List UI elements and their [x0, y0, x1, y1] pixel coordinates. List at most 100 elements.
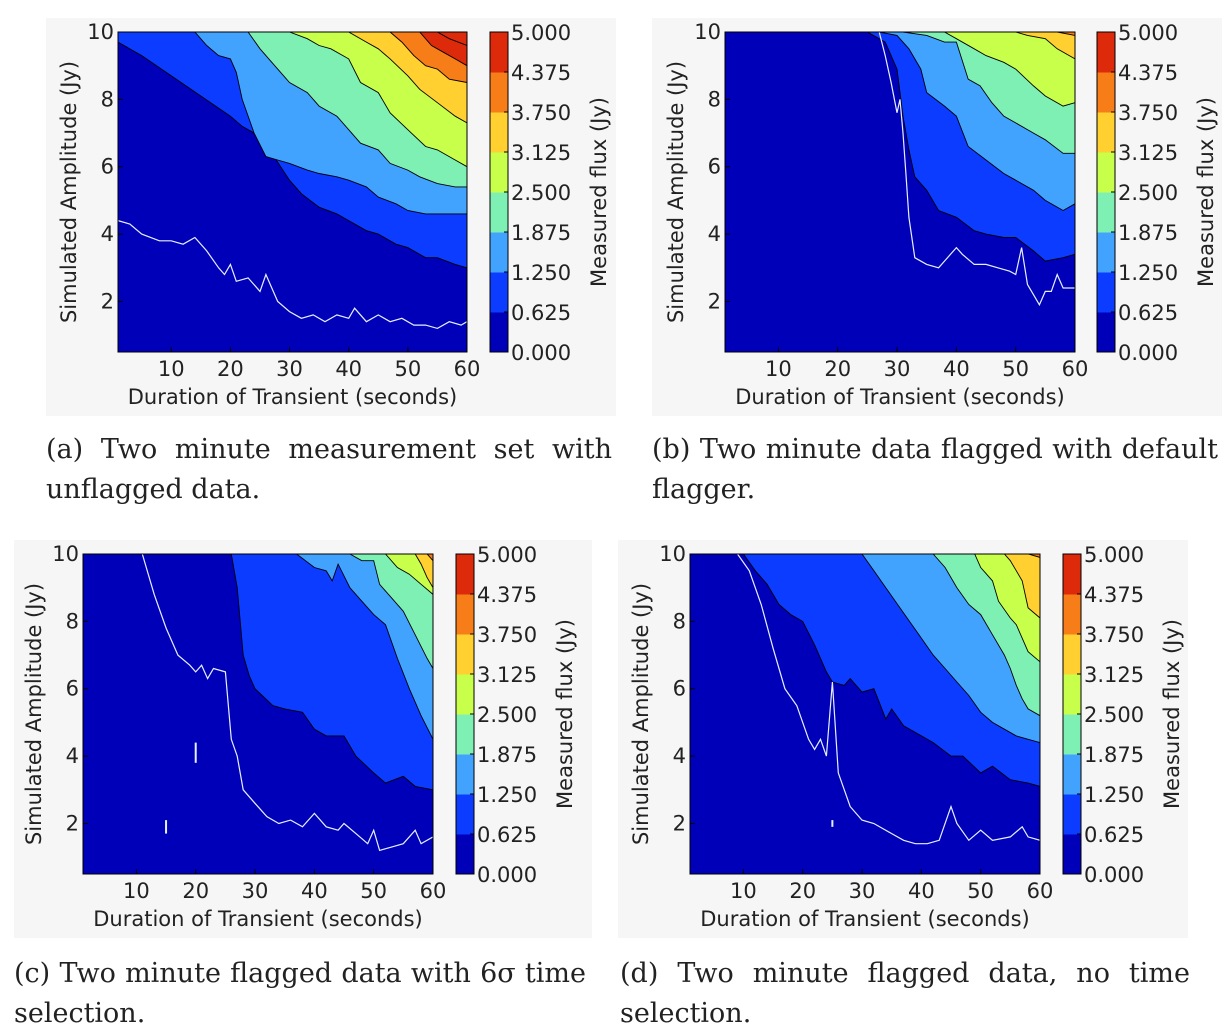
colorbar-tick-label: 1.250 — [511, 261, 571, 285]
colorbar-segment-2 — [1063, 754, 1081, 795]
colorbar-tick-label: 5.000 — [511, 21, 571, 45]
caption-b: (b) Two minute data flagged with default… — [652, 430, 1218, 510]
y-tick-label: 10 — [87, 20, 114, 44]
y-tick-label: 10 — [659, 542, 686, 566]
colorbar-segment-4 — [456, 674, 474, 715]
colorbar-tick-label: 0.000 — [1084, 863, 1144, 887]
fill-level-4 — [944, 32, 1075, 107]
colorbar-label: Measured flux (Jy) — [553, 619, 577, 809]
colorbar-tick-label: 3.750 — [1084, 623, 1144, 647]
colorbar-segment-5 — [1097, 112, 1115, 153]
contour-plot-b: 10 20 30 40 50 60 2 4 6 8 10 Duration of Transient … — [664, 20, 1218, 409]
contour-line-5 — [414, 554, 433, 588]
y-tick-label: 4 — [66, 744, 79, 768]
fill-level-5 — [1015, 32, 1075, 59]
contour-plot-d: 10 20 30 40 50 60 2 4 6 8 10 Duration of Transient … — [629, 542, 1184, 931]
colorbar-segment-5 — [490, 112, 508, 153]
x-tick-label: 30 — [242, 879, 269, 903]
colorbar-tick-label: 2.500 — [511, 181, 571, 205]
x-tick-label: 20 — [182, 879, 209, 903]
caption-c-label: (c) — [14, 958, 51, 989]
colorbar-segment-3 — [490, 192, 508, 233]
contour-line-2 — [861, 554, 1040, 744]
caption-a-label: (a) — [46, 434, 84, 465]
colorbar-segment-6 — [456, 594, 474, 635]
colorbar-tick-label: 4.375 — [511, 61, 571, 85]
caption-b-text: Two minute data flagged with default fla… — [652, 434, 1218, 505]
x-axis-label: Duration of Transient (seconds) — [700, 907, 1030, 931]
colorbar-segment-4 — [1063, 674, 1081, 715]
fill-level-5 — [1004, 554, 1040, 618]
y-tick-label: 8 — [708, 87, 721, 111]
x-tick-label: 50 — [394, 357, 421, 381]
colorbar-tick-label: 5.000 — [477, 543, 537, 567]
colorbar-segment-7 — [1063, 554, 1081, 595]
colorbar-tick-label: 0.000 — [511, 341, 571, 365]
colorbar-segment-7 — [1097, 32, 1115, 73]
contour-line-3 — [932, 554, 1040, 717]
colorbar-tick-label: 5.000 — [1084, 543, 1144, 567]
colorbar-tick-label: 2.500 — [1118, 181, 1178, 205]
contour-fills — [83, 554, 433, 874]
x-tick-label: 40 — [301, 879, 328, 903]
x-tick-label: 40 — [908, 879, 935, 903]
y-tick-label: 2 — [101, 289, 114, 313]
colorbar-segment-1 — [490, 272, 508, 313]
colorbar-label: Measured flux (Jy) — [587, 97, 611, 287]
x-axis-label: Duration of Transient (seconds) — [735, 385, 1065, 409]
contour-line-4 — [974, 554, 1040, 663]
y-axis-label: Simulated Amplitude (Jy) — [629, 583, 653, 845]
x-tick-label: 20 — [217, 357, 244, 381]
colorbar-tick-label: 0.625 — [477, 823, 537, 847]
x-tick-label: 60 — [420, 879, 447, 903]
contour-line-2 — [194, 32, 467, 215]
colorbar-tick-label: 3.125 — [511, 141, 571, 165]
y-tick-label: 4 — [708, 222, 721, 246]
contour-line-1 — [743, 554, 1040, 787]
contour-line-4 — [385, 554, 433, 595]
colorbar-tick-label: 1.250 — [1084, 783, 1144, 807]
contour-fills — [118, 32, 467, 352]
colorbar-tick-label: 3.750 — [477, 623, 537, 647]
x-tick-label: 60 — [454, 357, 481, 381]
detection-threshold-line — [118, 220, 467, 330]
contour-line-5 — [1004, 554, 1040, 619]
detection-threshold-line — [141, 554, 433, 852]
colorbar-tick-label: 3.125 — [1084, 663, 1144, 687]
colorbar-tick-label: 0.000 — [477, 863, 537, 887]
plot-frame — [689, 553, 1041, 875]
y-axis-label: Simulated Amplitude (Jy) — [664, 61, 688, 323]
contour-line-3 — [247, 32, 467, 188]
colorbar-label: Measured flux (Jy) — [1160, 619, 1184, 809]
y-tick-label: 4 — [101, 222, 114, 246]
x-tick-label: 60 — [1027, 879, 1054, 903]
fill-level-8 — [437, 32, 467, 46]
contour-line-5 — [348, 32, 467, 124]
y-tick-label: 2 — [673, 811, 686, 835]
contour-line-4 — [289, 32, 467, 168]
colorbar-segment-6 — [1097, 72, 1115, 113]
colorbar-tick-label: 1.875 — [1084, 743, 1144, 767]
colorbar-tick-label: 2.500 — [1084, 703, 1144, 727]
y-tick-label: 8 — [66, 609, 79, 633]
colorbar-segment-3 — [1063, 714, 1081, 755]
contour-line-2 — [879, 32, 1075, 212]
y-tick-label: 6 — [101, 155, 114, 179]
colorbar-tick-label: 3.125 — [1118, 141, 1178, 165]
y-tick-label: 10 — [694, 20, 721, 44]
colorbar-segment-6 — [1063, 594, 1081, 635]
plot-frame — [82, 553, 434, 875]
x-tick-label: 10 — [765, 357, 792, 381]
colorbar-tick-label: 0.625 — [511, 301, 571, 325]
contour-line-8 — [437, 32, 467, 46]
contour-line-1 — [118, 41, 467, 269]
x-tick-label: 50 — [967, 879, 994, 903]
x-tick-label: 10 — [158, 357, 185, 381]
colorbar-segment-3 — [456, 714, 474, 755]
contour-line-5 — [1015, 32, 1075, 60]
contour-line-3 — [902, 32, 1075, 154]
x-tick-label: 50 — [360, 879, 387, 903]
contour-fills — [725, 32, 1075, 352]
colorbar-segment-0 — [1063, 834, 1081, 875]
detection-threshold-line — [737, 554, 1040, 845]
